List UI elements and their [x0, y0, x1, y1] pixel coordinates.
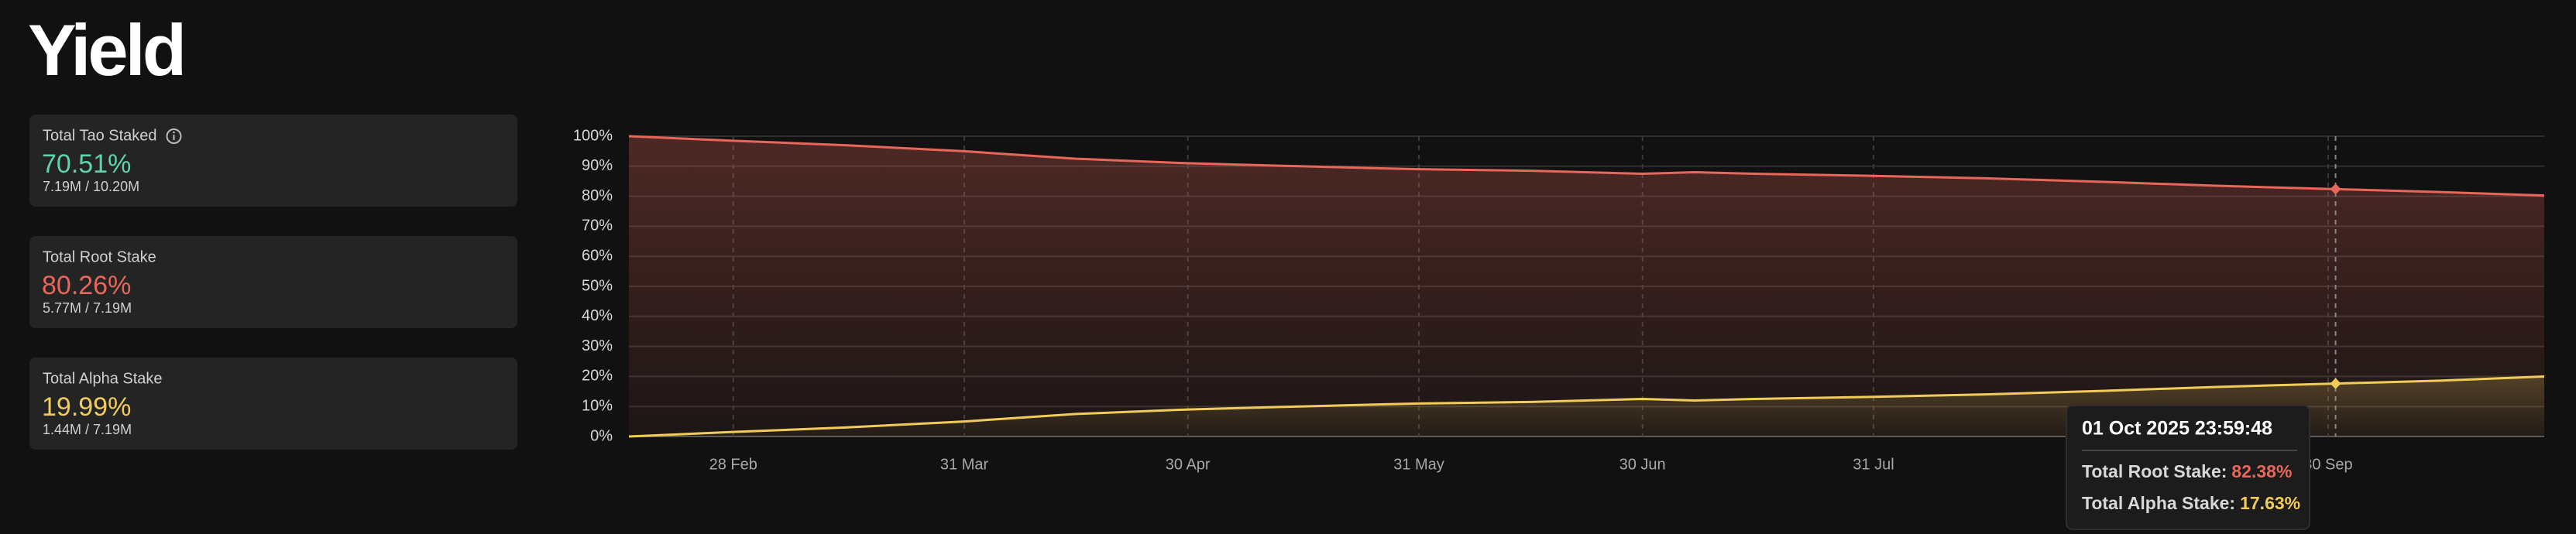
info-dot: [173, 131, 175, 134]
card-detail: 5.77M / 7.19M: [43, 300, 132, 316]
card-title: Total Root Stake: [43, 248, 156, 265]
card-value: 70.51%: [42, 149, 131, 179]
x-tick-label: 31 May: [1393, 456, 1444, 473]
y-tick-label: 0%: [590, 427, 613, 444]
tooltip-title: 01 Oct 2025 23:59:48: [2082, 418, 2272, 440]
card-title: Total Tao Staked: [43, 127, 157, 144]
y-tick-label: 80%: [582, 187, 613, 204]
x-tick-label: 30 Sep: [2303, 456, 2352, 473]
series-line: [628, 375, 2545, 438]
x-tick-label: 30 Apr: [1166, 456, 1211, 473]
card-detail: 1.44M / 7.19M: [43, 422, 132, 437]
y-tick-label: 20%: [582, 368, 613, 385]
tooltip-value: 82.38%: [2231, 461, 2292, 481]
y-tick-label: 60%: [582, 247, 613, 264]
card-value: 19.99%: [42, 392, 131, 422]
info-circle: [166, 128, 182, 144]
y-tick-label: 50%: [582, 277, 613, 294]
tooltip-label: Total Root Stake:: [2082, 461, 2227, 481]
x-tick-label: 28 Feb: [709, 456, 757, 473]
x-tick-label: 31 Mar: [940, 456, 989, 473]
y-tick-label: 90%: [582, 157, 613, 174]
page-title: Yield: [28, 9, 184, 91]
stat-card: [29, 115, 517, 207]
series-area: [629, 376, 2544, 436]
info-icon: [166, 128, 182, 144]
x-tick-label: 31 Jul: [1853, 456, 1894, 473]
card-detail: 7.19M / 10.20M: [43, 179, 139, 194]
y-tick-label: 70%: [582, 217, 613, 234]
card-title: Total Alpha Stake: [43, 370, 163, 387]
series-line: [628, 135, 2545, 197]
y-tick-label: 100%: [573, 127, 613, 144]
y-tick-label: 40%: [582, 307, 613, 324]
stat-card: [29, 358, 517, 450]
stat-card: [29, 236, 517, 328]
tooltip-box: [2066, 405, 2310, 530]
card-value: 80.26%: [42, 271, 131, 300]
tooltip-label: Total Alpha Stake:: [2082, 493, 2235, 513]
y-tick-label: 30%: [582, 337, 613, 354]
series-area: [629, 136, 2544, 436]
x-tick-label: 30 Jun: [1619, 456, 1666, 473]
tooltip: 01 Oct 2025 23:59:48 Total Root Stake: 82.…: [2066, 405, 2310, 530]
tooltip-value: 17.63%: [2240, 493, 2300, 513]
y-tick-label: 10%: [582, 397, 613, 414]
